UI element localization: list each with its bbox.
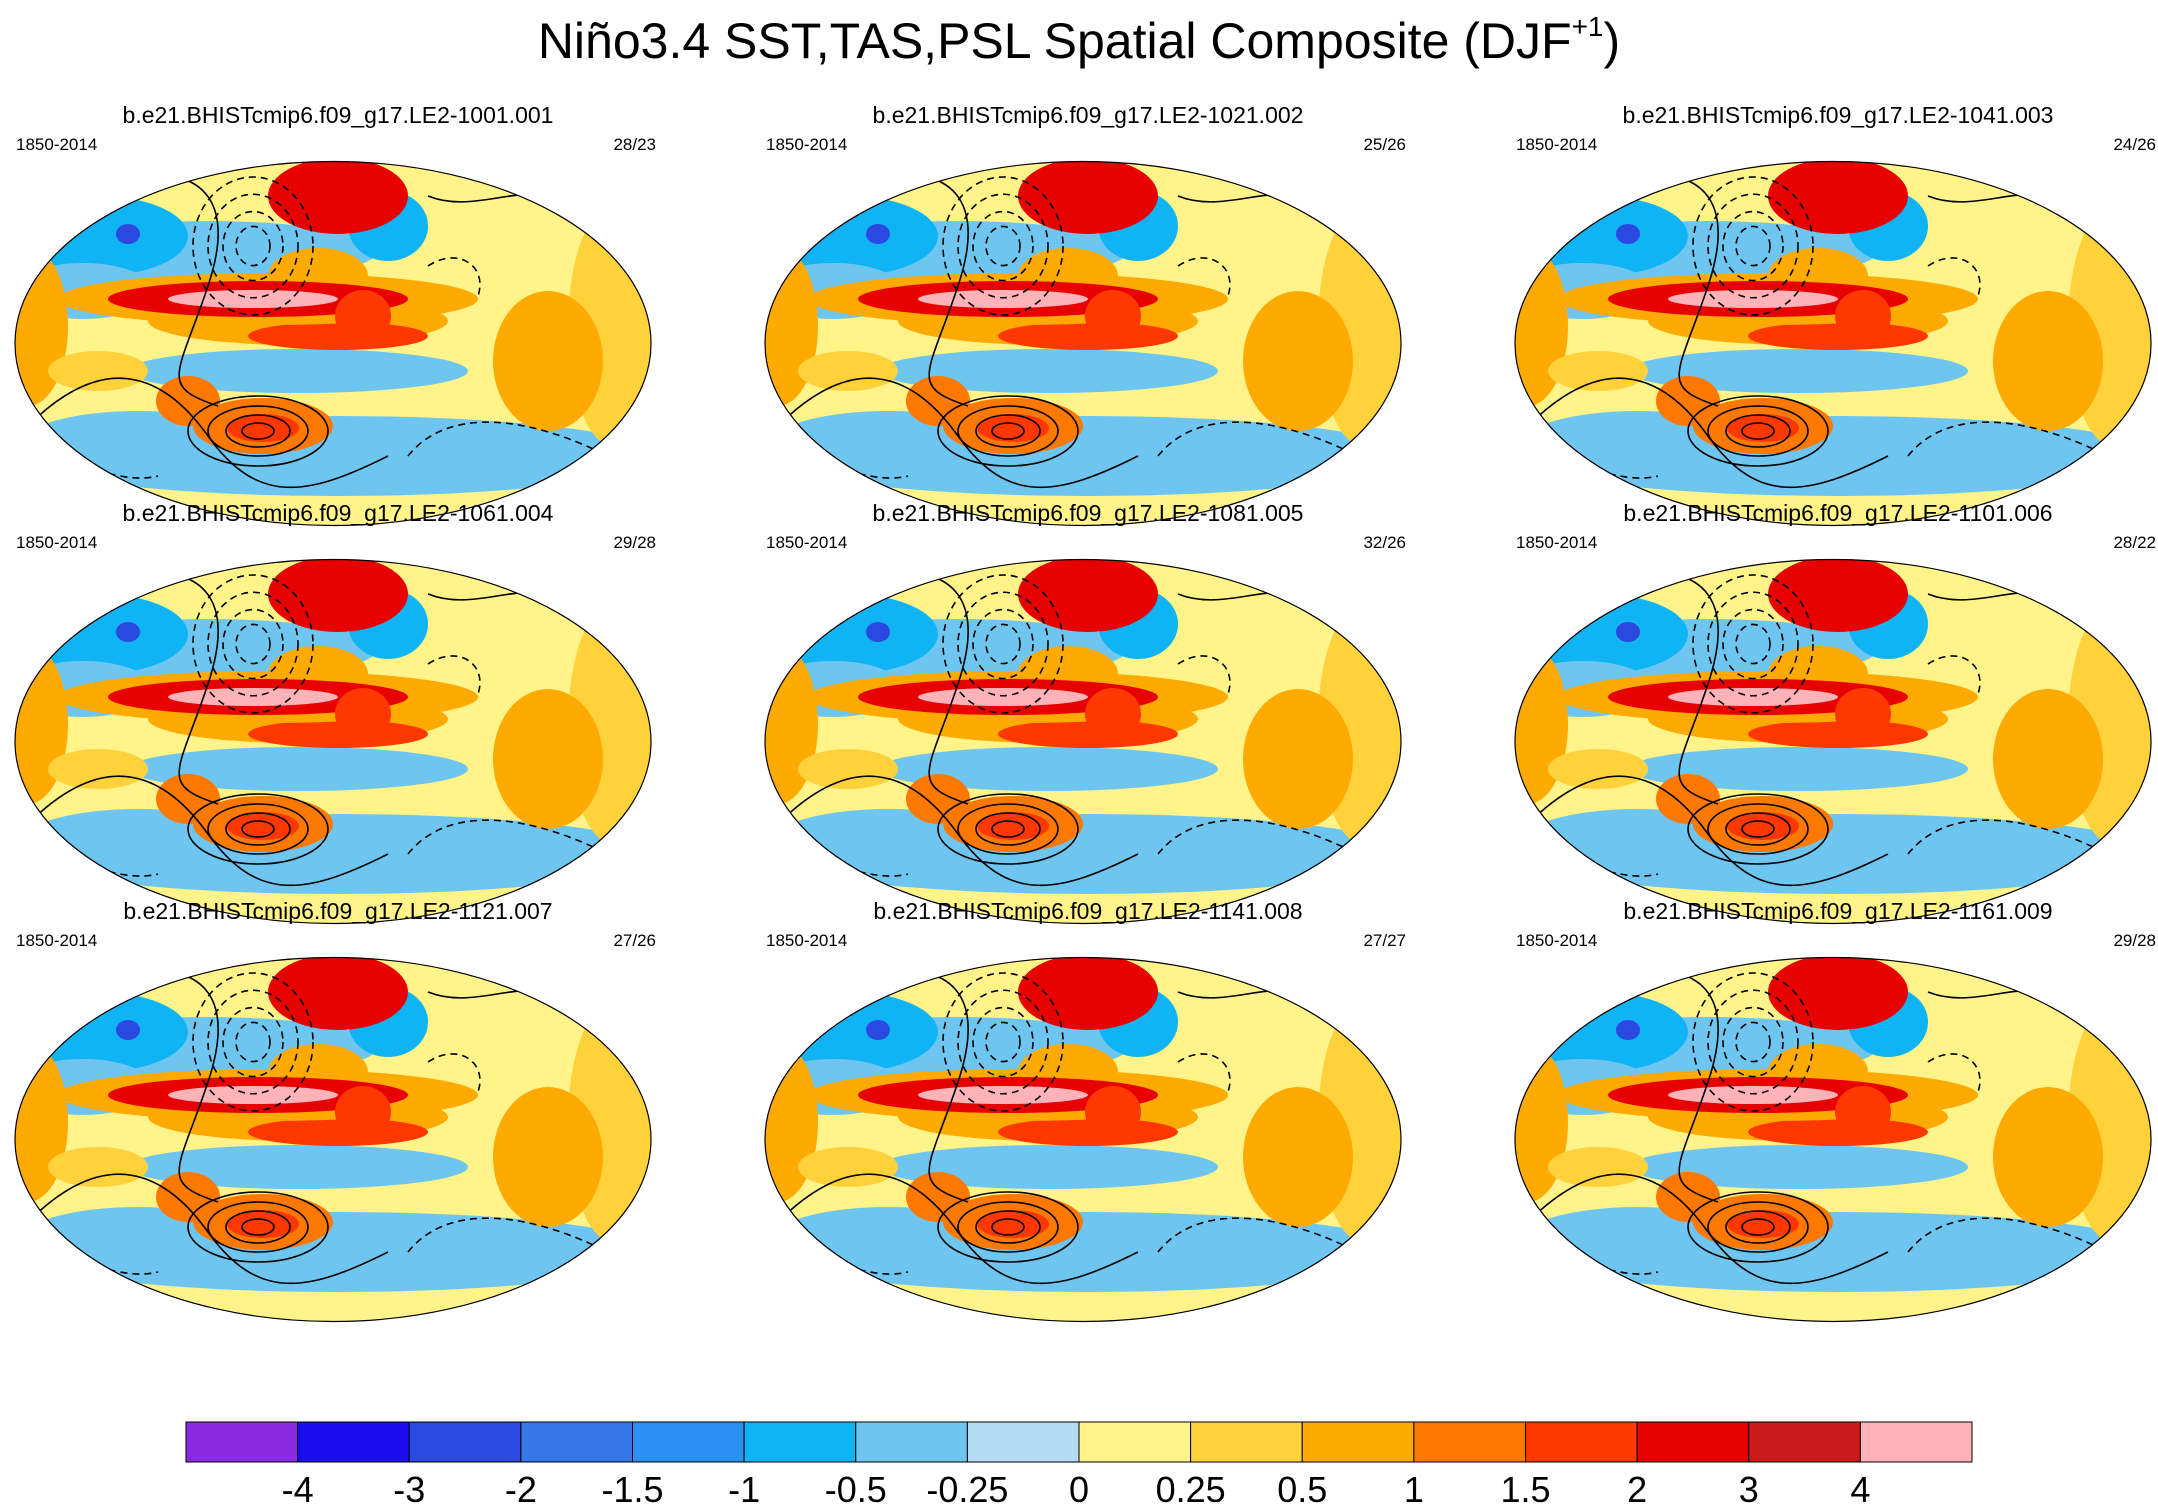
composite-map	[1514, 558, 2152, 925]
composite-map	[14, 160, 652, 527]
panel-period: 1850-2014	[766, 135, 848, 154]
panel-title: b.e21.BHISTcmip6.f09_g17.LE2-1121.007	[123, 898, 553, 924]
panel-count: 29/28	[613, 533, 656, 552]
panel-count: 28/22	[2113, 533, 2156, 552]
colorbar-swatch	[966, 1421, 1080, 1463]
panel-count: 24/26	[2113, 135, 2156, 154]
panel-period: 1850-2014	[16, 135, 98, 154]
colorbar-tick-label: 1.5	[1500, 1469, 1550, 1510]
composite-map	[764, 956, 1402, 1323]
panel-title: b.e21.BHISTcmip6.f09_g17.LE2-1001.001	[122, 102, 554, 128]
panel-title: b.e21.BHISTcmip6.f09_g17.LE2-1061.004	[122, 500, 554, 526]
map-panel: b.e21.BHISTcmip6.f09_g17.LE2-1141.008 185…	[758, 896, 1458, 1328]
map-panel: b.e21.BHISTcmip6.f09_g17.LE2-1101.006 185…	[1508, 498, 2158, 930]
map-panel: b.e21.BHISTcmip6.f09_g17.LE2-1001.001 185…	[8, 100, 708, 532]
colorbar-tick-label: 1	[1404, 1469, 1424, 1510]
colorbar-swatch	[1859, 1421, 1973, 1463]
map-panel: b.e21.BHISTcmip6.f09_g17.LE2-1121.007 185…	[8, 896, 708, 1328]
colorbar-tick-label: -1	[728, 1469, 760, 1510]
colorbar-swatch	[632, 1421, 745, 1463]
map-panel: b.e21.BHISTcmip6.f09_g17.LE2-1081.005 185…	[758, 498, 1458, 930]
panel-period: 1850-2014	[1516, 533, 1598, 552]
composite-map	[14, 956, 652, 1323]
panel-period: 1850-2014	[766, 533, 848, 552]
colorbar-tick-label: 0.5	[1277, 1469, 1327, 1510]
colorbar-swatch	[855, 1421, 968, 1463]
panel-period: 1850-2014	[766, 931, 848, 950]
panel-title: b.e21.BHISTcmip6.f09_g17.LE2-1041.003	[1622, 102, 2054, 128]
composite-map	[14, 558, 652, 925]
colorbar: -4 -3 -2 -1.5 -1 -0.5 -0.25 0 0.25 0.5 1 1.5 2 3 4	[185, 1421, 1973, 1510]
panel-count: 27/27	[1363, 931, 1406, 950]
composite-map	[764, 160, 1402, 527]
colorbar-tick-label: 4	[1850, 1469, 1870, 1510]
colorbar-tick-label: -0.25	[926, 1469, 1008, 1510]
panel-period: 1850-2014	[1516, 931, 1598, 950]
colorbar-swatch	[297, 1421, 410, 1463]
colorbar-swatch	[185, 1421, 299, 1463]
panel-title: b.e21.BHISTcmip6.f09_g17.LE2-1101.006	[1623, 500, 2053, 526]
colorbar-tick-label: -1.5	[601, 1469, 663, 1510]
panel-count: 27/26	[613, 931, 656, 950]
panel-period: 1850-2014	[1516, 135, 1598, 154]
colorbar-tick-label: -2	[505, 1469, 537, 1510]
panel-title: b.e21.BHISTcmip6.f09_g17.LE2-1081.005	[872, 500, 1304, 526]
colorbar-tick-label: 3	[1739, 1469, 1759, 1510]
panel-count: 28/23	[613, 135, 656, 154]
map-panel: b.e21.BHISTcmip6.f09_g17.LE2-1061.004 185…	[8, 498, 708, 930]
colorbar-swatch	[743, 1421, 857, 1463]
colorbar-tick-label: -3	[393, 1469, 425, 1510]
composite-map	[1514, 956, 2152, 1323]
colorbar-tick-label: 0	[1069, 1469, 1089, 1510]
colorbar-swatch	[1525, 1421, 1638, 1463]
panel-period: 1850-2014	[16, 533, 98, 552]
colorbar-swatch	[1078, 1421, 1192, 1463]
panel-count: 32/26	[1363, 533, 1406, 552]
colorbar-swatch	[1636, 1421, 1750, 1463]
composite-map	[764, 558, 1402, 925]
panel-count: 29/28	[2113, 931, 2156, 950]
composite-map	[1514, 160, 2152, 527]
colorbar-tick-label: -4	[282, 1469, 314, 1510]
colorbar-swatch	[520, 1421, 633, 1463]
panel-title: b.e21.BHISTcmip6.f09_g17.LE2-1141.008	[873, 898, 1303, 924]
map-panel: b.e21.BHISTcmip6.f09_g17.LE2-1041.003 185…	[1508, 100, 2158, 532]
map-panel: b.e21.BHISTcmip6.f09_g17.LE2-1161.009 185…	[1508, 896, 2158, 1328]
colorbar-swatch	[408, 1421, 522, 1463]
colorbar-swatch	[1301, 1421, 1415, 1463]
page-title: Niño3.4 SST,TAS,PSL Spatial Composite (D…	[537, 11, 1621, 70]
panel-title: b.e21.BHISTcmip6.f09_g17.LE2-1021.002	[872, 102, 1304, 128]
colorbar-swatch	[1190, 1421, 1303, 1463]
colorbar-swatch	[1748, 1421, 1861, 1463]
colorbar-tick-label: 0.25	[1156, 1469, 1226, 1510]
colorbar-tick-label: 2	[1627, 1469, 1647, 1510]
panel-period: 1850-2014	[16, 931, 98, 950]
panel-count: 25/26	[1363, 135, 1406, 154]
panel-title: b.e21.BHISTcmip6.f09_g17.LE2-1161.009	[1623, 898, 2053, 924]
colorbar-tick-label: -0.5	[825, 1469, 887, 1510]
map-panel: b.e21.BHISTcmip6.f09_g17.LE2-1021.002 185…	[758, 100, 1458, 532]
colorbar-swatch	[1413, 1421, 1526, 1463]
